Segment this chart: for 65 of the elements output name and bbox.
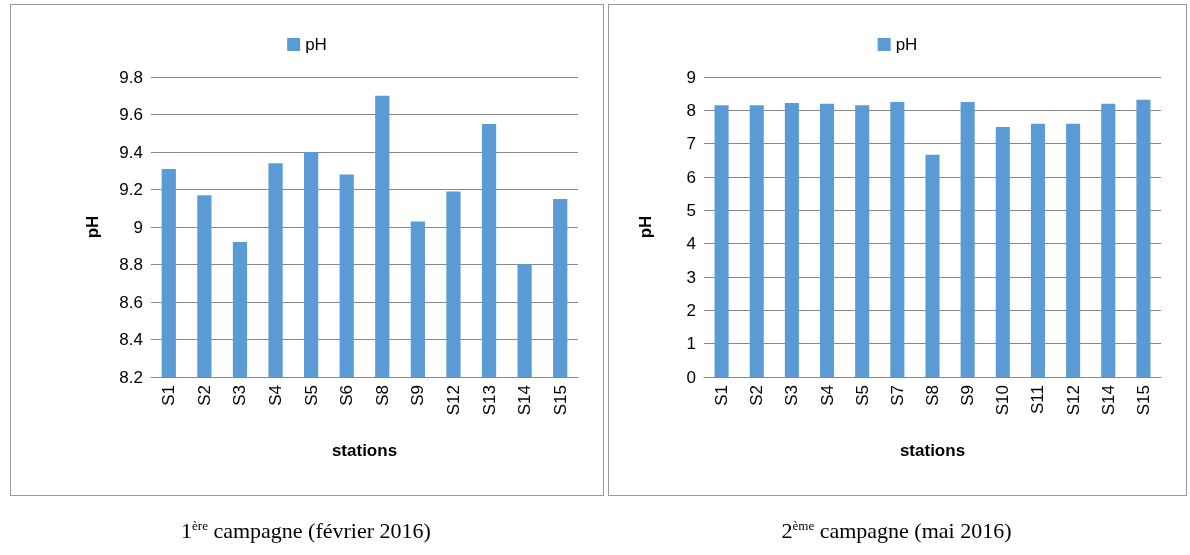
x-tick-label: S11 <box>1028 385 1048 414</box>
x-tick-label: S15 <box>1133 385 1153 416</box>
bar <box>784 103 799 377</box>
x-tick-label: S4 <box>817 385 837 406</box>
y-axis-title: pH <box>83 215 102 239</box>
y-tick-label: 8.2 <box>119 367 143 387</box>
bar <box>714 105 729 377</box>
bar <box>890 102 905 377</box>
x-tick-label: S14 <box>1098 385 1118 416</box>
x-tick-label: S12 <box>443 385 463 416</box>
text: 2$^{ème}$ campagne (mai 2016) <box>780 518 1013 545</box>
y-tick-label: 9 <box>133 217 143 237</box>
y-tick-label: 9.8 <box>119 67 143 87</box>
x-tick-label: S1 <box>159 385 179 406</box>
legend-label: pH <box>895 35 918 54</box>
x-tick-label: S14 <box>515 385 535 416</box>
x-tick-label: S7 <box>887 385 907 406</box>
x-tick-label: S8 <box>923 385 942 406</box>
x-tick-label: S5 <box>301 385 321 406</box>
x-tick-label: S2 <box>194 385 214 406</box>
x-tick-label: S2 <box>747 385 767 406</box>
y-tick-label: 9.4 <box>119 142 143 162</box>
x-tick-label: S12 <box>1063 385 1083 416</box>
x-axis-title: stations <box>331 441 398 460</box>
x-axis-title: stations <box>899 441 966 460</box>
x-tick-label: S8 <box>372 385 392 406</box>
y-tick-label: 7 <box>686 134 696 154</box>
x-tick-label: S9 <box>958 385 978 406</box>
y-tick-label: 3 <box>686 267 696 287</box>
text: 1$^{ère}$ campagne (février 2016) <box>180 518 432 545</box>
x-tick-label: S15 <box>550 385 570 416</box>
x-tick-label: S5 <box>852 385 872 406</box>
x-tick-label: S13 <box>479 385 499 416</box>
y-tick-label: 9.6 <box>119 105 143 124</box>
y-tick-label: 8.8 <box>119 255 143 274</box>
bar <box>1136 99 1151 377</box>
x-tick-label: S6 <box>337 385 357 406</box>
y-tick-label: 8.4 <box>119 330 143 349</box>
y-tick-label: 9 <box>686 67 696 87</box>
bar <box>995 127 1010 377</box>
y-tick-label: 6 <box>686 167 696 187</box>
y-tick-label: 2 <box>686 300 696 320</box>
x-tick-label: S1 <box>712 385 732 406</box>
bar <box>1030 123 1045 377</box>
y-tick-label: 8.6 <box>119 292 143 312</box>
bar <box>960 102 975 377</box>
x-tick-label: S3 <box>230 385 250 406</box>
bar <box>1066 123 1081 377</box>
y-tick-label: 5 <box>686 200 696 220</box>
x-tick-label: S9 <box>408 385 428 406</box>
x-tick-label: S10 <box>993 385 1013 416</box>
legend-label: pH <box>305 35 327 54</box>
y-tick-label: 0 <box>686 367 696 387</box>
y-tick-label: 9.2 <box>119 180 143 199</box>
y-tick-label: 1 <box>686 334 696 354</box>
bar <box>1101 103 1116 377</box>
bar <box>925 154 940 377</box>
bar <box>855 105 870 377</box>
y-tick-label: 8 <box>686 100 696 120</box>
bar <box>820 103 835 377</box>
x-tick-label: S4 <box>266 385 286 406</box>
y-tick-label: 4 <box>686 234 696 254</box>
bar <box>749 105 764 377</box>
x-tick-label: S3 <box>782 385 802 406</box>
y-axis-title: pH <box>636 215 655 239</box>
